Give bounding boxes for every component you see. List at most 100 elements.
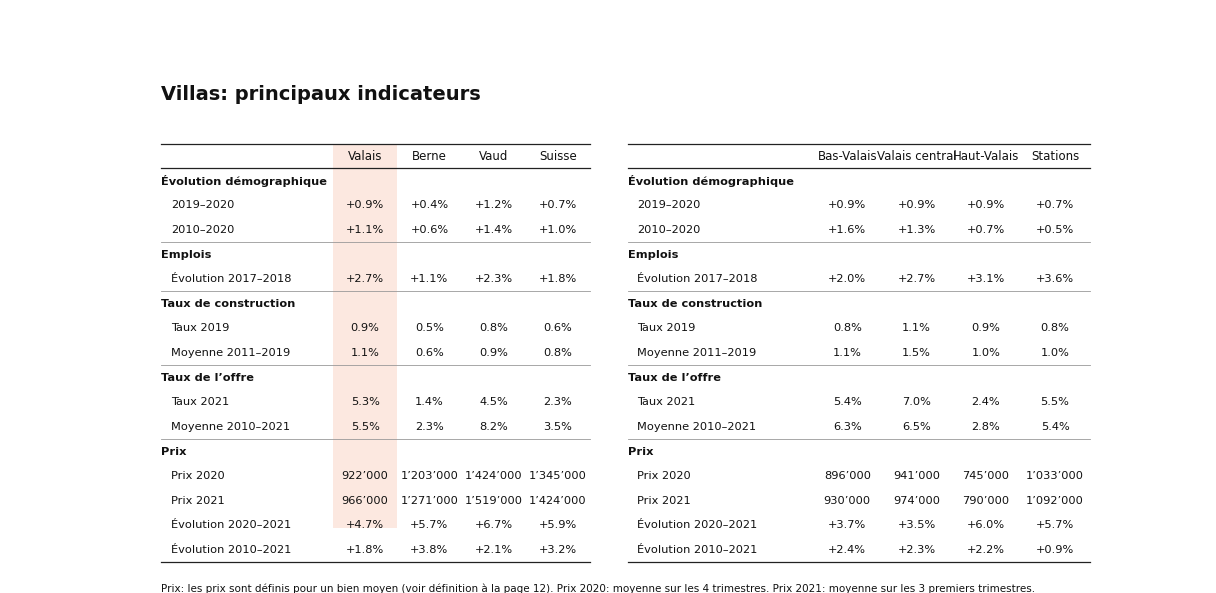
Text: Moyenne 2011–2019: Moyenne 2011–2019 [170,348,291,358]
Text: Prix: Prix [162,447,187,457]
Text: 1.1%: 1.1% [350,348,379,358]
Text: 2.3%: 2.3% [544,397,573,407]
Text: 1’271’000: 1’271’000 [400,496,458,506]
Text: Taux de construction: Taux de construction [627,299,762,309]
Text: +3.2%: +3.2% [539,545,578,555]
Text: 8.2%: 8.2% [479,422,508,432]
Text: Évolution 2017–2018: Évolution 2017–2018 [637,274,758,284]
Text: +3.8%: +3.8% [410,545,449,555]
Text: +2.3%: +2.3% [897,545,935,555]
Text: Stations: Stations [1031,149,1079,162]
Text: 941’000: 941’000 [893,471,940,481]
Text: Valais: Valais [348,149,382,162]
Text: 6.5%: 6.5% [902,422,931,432]
Text: 0.6%: 0.6% [544,323,573,333]
Text: +2.3%: +2.3% [474,274,513,284]
Text: 7.0%: 7.0% [902,397,931,407]
Text: +1.2%: +1.2% [474,200,513,210]
Text: 1.0%: 1.0% [972,348,1001,358]
Text: +0.5%: +0.5% [1036,225,1074,235]
Text: 5.5%: 5.5% [350,422,379,432]
Text: 0.8%: 0.8% [833,323,862,333]
Text: 1.1%: 1.1% [833,348,862,358]
Text: 2.8%: 2.8% [972,422,1001,432]
Text: +1.1%: +1.1% [347,225,384,235]
Text: +5.7%: +5.7% [410,521,449,531]
Text: 0.6%: 0.6% [415,348,444,358]
Text: Prix: les prix sont définis pour un bien moyen (voir définition à la page 12). P: Prix: les prix sont définis pour un bien… [162,583,1036,593]
Text: 966’000: 966’000 [342,496,389,506]
Text: +1.1%: +1.1% [410,274,449,284]
Text: 974’000: 974’000 [893,496,940,506]
Text: +6.7%: +6.7% [474,521,513,531]
Text: Haut-Valais: Haut-Valais [952,149,1019,162]
Text: Taux 2021: Taux 2021 [637,397,696,407]
Text: +1.8%: +1.8% [539,274,578,284]
Text: Moyenne 2011–2019: Moyenne 2011–2019 [637,348,756,358]
Text: 0.9%: 0.9% [479,348,508,358]
Text: 2.3%: 2.3% [415,422,444,432]
Text: Berne: Berne [412,149,446,162]
Text: Prix 2020: Prix 2020 [170,471,225,481]
Text: 1’519’000: 1’519’000 [465,496,523,506]
Text: 2010–2020: 2010–2020 [170,225,235,235]
Text: +0.9%: +0.9% [347,200,384,210]
Text: Moyenne 2010–2021: Moyenne 2010–2021 [170,422,289,432]
Text: 0.9%: 0.9% [350,323,379,333]
Text: +3.7%: +3.7% [828,521,866,531]
Text: +1.6%: +1.6% [828,225,866,235]
Text: Évolution démographique: Évolution démographique [627,175,794,187]
Text: +2.7%: +2.7% [897,274,935,284]
Text: 1’345’000: 1’345’000 [529,471,587,481]
Text: +0.7%: +0.7% [539,200,578,210]
Text: +6.0%: +6.0% [967,521,1004,531]
Text: Emplois: Emplois [627,250,679,260]
Text: Taux 2019: Taux 2019 [170,323,230,333]
Text: 2019–2020: 2019–2020 [170,200,235,210]
Text: Emplois: Emplois [162,250,212,260]
Text: 5.4%: 5.4% [833,397,862,407]
Text: +0.9%: +0.9% [828,200,866,210]
Text: 2019–2020: 2019–2020 [637,200,700,210]
Text: Taux de l’offre: Taux de l’offre [162,373,254,383]
Text: 1’203’000: 1’203’000 [400,471,458,481]
Text: +1.4%: +1.4% [474,225,513,235]
Text: 1.1%: 1.1% [902,323,931,333]
Text: 0.5%: 0.5% [415,323,444,333]
Text: 0.8%: 0.8% [479,323,508,333]
Text: +0.7%: +0.7% [967,225,1004,235]
Text: +5.9%: +5.9% [539,521,578,531]
Text: Taux de l’offre: Taux de l’offre [627,373,721,383]
Text: +4.7%: +4.7% [347,521,384,531]
Text: 5.5%: 5.5% [1041,397,1070,407]
Text: +1.8%: +1.8% [347,545,384,555]
Text: 0.9%: 0.9% [972,323,1001,333]
Text: +0.6%: +0.6% [410,225,449,235]
Text: 930’000: 930’000 [823,496,871,506]
Text: 1’092’000: 1’092’000 [1026,496,1083,506]
Text: +0.4%: +0.4% [410,200,449,210]
Text: Taux de construction: Taux de construction [162,299,295,309]
Text: 5.3%: 5.3% [350,397,379,407]
Text: Taux 2019: Taux 2019 [637,323,696,333]
Text: Prix: Prix [627,447,653,457]
Text: Évolution 2010–2021: Évolution 2010–2021 [170,545,291,555]
Text: Évolution 2020–2021: Évolution 2020–2021 [170,521,291,531]
Text: +2.2%: +2.2% [967,545,1004,555]
Text: +1.3%: +1.3% [897,225,935,235]
Text: +2.7%: +2.7% [347,274,384,284]
Text: +0.7%: +0.7% [1036,200,1074,210]
Text: 0.8%: 0.8% [1041,323,1070,333]
Text: Évolution 2020–2021: Évolution 2020–2021 [637,521,758,531]
Text: +0.9%: +0.9% [967,200,1004,210]
Text: Villas: principaux indicateurs: Villas: principaux indicateurs [162,85,482,104]
Text: Moyenne 2010–2021: Moyenne 2010–2021 [637,422,756,432]
Text: 2.4%: 2.4% [972,397,1000,407]
Text: Vaud: Vaud [479,149,508,162]
Text: Taux 2021: Taux 2021 [170,397,229,407]
Text: Évolution 2017–2018: Évolution 2017–2018 [170,274,292,284]
Text: Prix 2021: Prix 2021 [637,496,691,506]
Text: 896’000: 896’000 [823,471,871,481]
Text: 745’000: 745’000 [962,471,1009,481]
Text: +5.7%: +5.7% [1036,521,1074,531]
